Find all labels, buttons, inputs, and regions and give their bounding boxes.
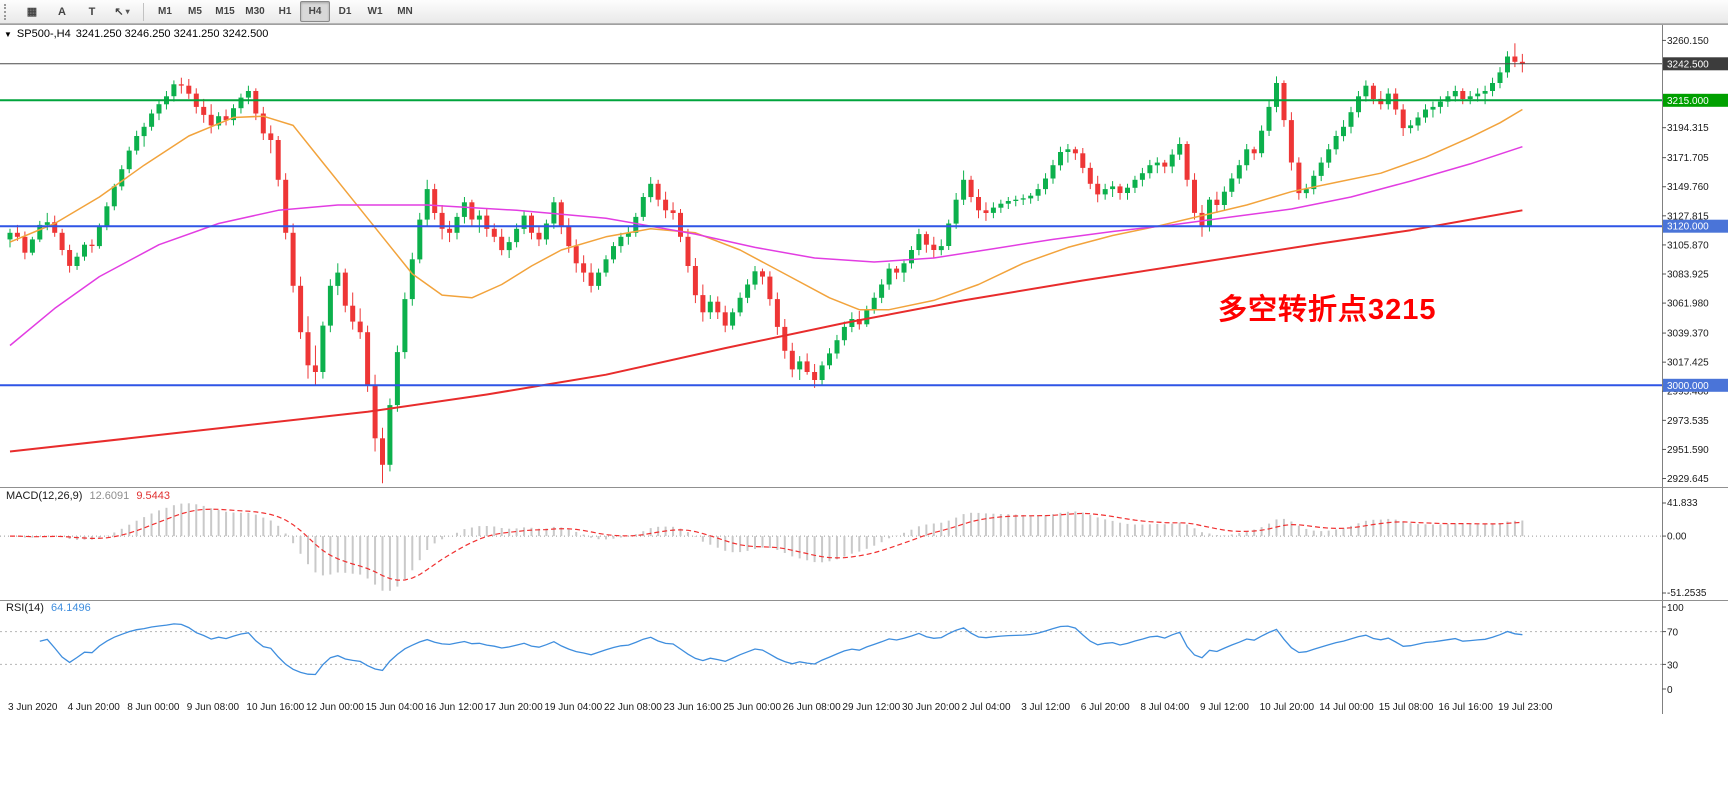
- svg-text:10 Jul 20:00: 10 Jul 20:00: [1260, 702, 1315, 713]
- svg-text:2951.590: 2951.590: [1667, 445, 1709, 456]
- svg-text:22 Jun 08:00: 22 Jun 08:00: [604, 702, 662, 713]
- chart-grid-tool-button[interactable]: ▦: [26, 5, 38, 18]
- timeframe-button-m1[interactable]: M1: [158, 6, 172, 17]
- svg-text:2973.535: 2973.535: [1667, 416, 1709, 427]
- macd-indicator-label: MACD(12,26,9) 12.6091 9.5443: [6, 490, 170, 502]
- svg-text:3171.705: 3171.705: [1667, 153, 1709, 164]
- svg-text:3149.760: 3149.760: [1667, 182, 1709, 193]
- timeframe-button-h1[interactable]: H1: [278, 6, 292, 17]
- svg-text:41.833: 41.833: [1667, 498, 1698, 509]
- toolbar-gripper[interactable]: [4, 3, 10, 20]
- svg-text:14 Jul 00:00: 14 Jul 00:00: [1319, 702, 1374, 713]
- price-badge-3242.500: [1663, 57, 1728, 71]
- ma-mid-magenta-line: [9, 145, 1523, 347]
- svg-text:8 Jun 00:00: 8 Jun 00:00: [127, 702, 180, 713]
- svg-text:0: 0: [1667, 685, 1673, 696]
- svg-text:19 Jul 23:00: 19 Jul 23:00: [1498, 702, 1553, 713]
- macd-signal-line: [10, 508, 1523, 581]
- arrows-draw-tool-button[interactable]: ↖ ▾: [114, 5, 130, 18]
- chart-annotation-text[interactable]: 多空转折点3215: [1218, 294, 1437, 326]
- svg-text:3039.370: 3039.370: [1667, 329, 1709, 340]
- svg-text:0.00: 0.00: [1667, 532, 1687, 543]
- svg-text:9 Jun 08:00: 9 Jun 08:00: [187, 702, 240, 713]
- svg-text:16 Jun 12:00: 16 Jun 12:00: [425, 702, 483, 713]
- svg-text:23 Jun 16:00: 23 Jun 16:00: [664, 702, 722, 713]
- svg-text:3194.315: 3194.315: [1667, 123, 1709, 134]
- svg-text:3215.000: 3215.000: [1667, 96, 1709, 107]
- svg-text:3127.815: 3127.815: [1667, 211, 1709, 222]
- svg-text:3260.150: 3260.150: [1667, 36, 1709, 47]
- svg-text:3105.870: 3105.870: [1667, 240, 1709, 251]
- svg-text:9 Jul 12:00: 9 Jul 12:00: [1200, 702, 1249, 713]
- price-badge-3000.000: [1663, 378, 1728, 392]
- dropdown-caret-icon: ▾: [125, 6, 130, 16]
- svg-text:6 Jul 20:00: 6 Jul 20:00: [1081, 702, 1130, 713]
- time-axis: 3 Jun 2020 4 Jun 20:00 8 Jun 00:00 9 Jun 08…: [8, 702, 1553, 713]
- svg-text:30: 30: [1667, 660, 1679, 671]
- macd-main-value: 12.6091: [89, 490, 130, 502]
- svg-text:30 Jun 20:00: 30 Jun 20:00: [902, 702, 960, 713]
- timeframe-button-mn[interactable]: MN: [397, 6, 413, 17]
- text-label-tool-button[interactable]: T: [88, 5, 96, 18]
- candlesticks: [7, 43, 1525, 484]
- svg-text:2995.480: 2995.480: [1667, 387, 1709, 398]
- symbol-title: ▼ SP500-,H4 3241.250 3246.250 3241.250 3…: [4, 28, 268, 40]
- rsi-value: 64.1496: [50, 602, 91, 614]
- svg-text:3000.000: 3000.000: [1667, 381, 1709, 392]
- timeframe-button-m5[interactable]: M5: [188, 6, 202, 17]
- svg-text:-51.2535: -51.2535: [1667, 588, 1707, 599]
- svg-text:3 Jun 2020: 3 Jun 2020: [8, 702, 58, 713]
- macd-name: MACD(12,26,9): [6, 490, 83, 502]
- timeframe-button-d1[interactable]: D1: [338, 6, 352, 17]
- svg-text:10 Jun 16:00: 10 Jun 16:00: [246, 702, 304, 713]
- svg-text:29 Jun 12:00: 29 Jun 12:00: [842, 702, 900, 713]
- text-annotation-tool-button[interactable]: A: [58, 5, 66, 18]
- price-badge-3215.000: [1663, 93, 1728, 107]
- svg-text:3 Jul 12:00: 3 Jul 12:00: [1021, 702, 1070, 713]
- rsi-name: RSI(14): [6, 602, 44, 614]
- price-badge-3120.000: [1663, 219, 1728, 233]
- drawing-tools-group: ▦ A T ↖ ▾: [17, 1, 137, 23]
- svg-text:3083.925: 3083.925: [1667, 270, 1709, 281]
- timeframe-button-h4[interactable]: H4: [300, 1, 330, 22]
- svg-text:3120.000: 3120.000: [1667, 222, 1709, 233]
- svg-text:8 Jul 04:00: 8 Jul 04:00: [1140, 702, 1189, 713]
- ma-fast-orange-line: [9, 108, 1523, 311]
- ma-slow-red-line: [9, 209, 1523, 453]
- svg-text:70: 70: [1667, 628, 1679, 639]
- macd-signal-value: 9.5443: [136, 490, 170, 502]
- svg-text:19 Jun 04:00: 19 Jun 04:00: [544, 702, 602, 713]
- macd-histogram: [16, 503, 1524, 591]
- timeframe-button-m30[interactable]: M30: [245, 6, 265, 17]
- svg-text:12 Jun 00:00: 12 Jun 00:00: [306, 702, 364, 713]
- timeframe-button-m15[interactable]: M15: [215, 6, 235, 17]
- svg-text:25 Jun 00:00: 25 Jun 00:00: [723, 702, 781, 713]
- symbol-period-label: SP500-,H4: [16, 28, 71, 40]
- timeframe-button-w1[interactable]: W1: [367, 6, 383, 17]
- svg-text:16 Jul 16:00: 16 Jul 16:00: [1438, 702, 1493, 713]
- rsi-line: [39, 623, 1523, 676]
- symbol-dropdown-icon[interactable]: ▼: [4, 29, 12, 39]
- svg-text:2 Jul 04:00: 2 Jul 04:00: [962, 702, 1011, 713]
- svg-text:100: 100: [1667, 603, 1684, 614]
- svg-text:3061.980: 3061.980: [1667, 299, 1709, 310]
- svg-text:3017.425: 3017.425: [1667, 358, 1709, 369]
- svg-text:26 Jun 08:00: 26 Jun 08:00: [783, 702, 841, 713]
- rsi-indicator-label: RSI(14) 64.1496: [6, 602, 91, 614]
- toolbar-separator: [143, 2, 144, 21]
- svg-text:2929.645: 2929.645: [1667, 474, 1709, 485]
- toolbar: ▦ A T ↖ ▾ M1 M5 M15 M30 H1 H4 D1 W1 MN: [0, 0, 1728, 24]
- svg-text:15 Jul 08:00: 15 Jul 08:00: [1379, 702, 1434, 713]
- ohlc-values: 3241.250 3246.250 3241.250 3242.500: [75, 28, 269, 40]
- svg-text:3242.500: 3242.500: [1667, 59, 1709, 70]
- svg-text:4 Jun 20:00: 4 Jun 20:00: [68, 702, 121, 713]
- timeframes-group: M1 M5 M15 M30 H1 H4 D1 W1 MN: [150, 1, 420, 22]
- svg-text:15 Jun 04:00: 15 Jun 04:00: [366, 702, 424, 713]
- svg-text:17 Jun 20:00: 17 Jun 20:00: [485, 702, 543, 713]
